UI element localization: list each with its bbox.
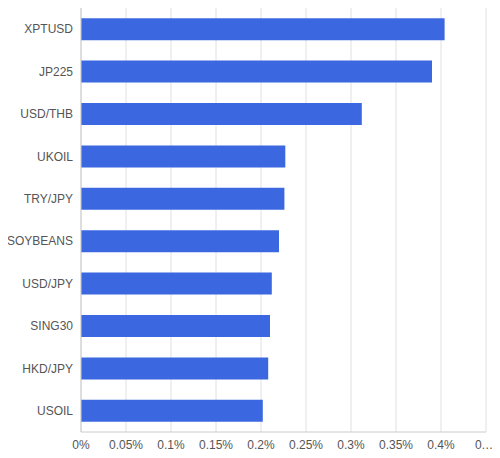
svg-text:0.15%: 0.15% — [199, 438, 233, 452]
svg-text:0.25%: 0.25% — [289, 438, 323, 452]
svg-text:0.35%: 0.35% — [379, 438, 413, 452]
svg-text:USD/THB: USD/THB — [20, 107, 73, 121]
svg-text:TRY/JPY: TRY/JPY — [24, 192, 73, 206]
svg-text:0.3%: 0.3% — [337, 438, 365, 452]
svg-text:0.4%: 0.4% — [427, 438, 455, 452]
svg-text:USD/JPY: USD/JPY — [22, 277, 73, 291]
svg-text:SOYBEANS: SOYBEANS — [8, 234, 73, 248]
svg-text:0.2%: 0.2% — [247, 438, 275, 452]
svg-text:0.…: 0.… — [475, 438, 492, 452]
svg-text:UKOIL: UKOIL — [37, 150, 73, 164]
svg-text:0%: 0% — [72, 438, 90, 452]
svg-text:HKD/JPY: HKD/JPY — [22, 362, 73, 376]
svg-text:JP225: JP225 — [39, 65, 73, 79]
svg-text:XPTUSD: XPTUSD — [24, 22, 73, 36]
svg-text:USOIL: USOIL — [37, 404, 73, 418]
svg-text:0.1%: 0.1% — [157, 438, 185, 452]
svg-text:SING30: SING30 — [30, 319, 73, 333]
svg-text:0.05%: 0.05% — [109, 438, 143, 452]
